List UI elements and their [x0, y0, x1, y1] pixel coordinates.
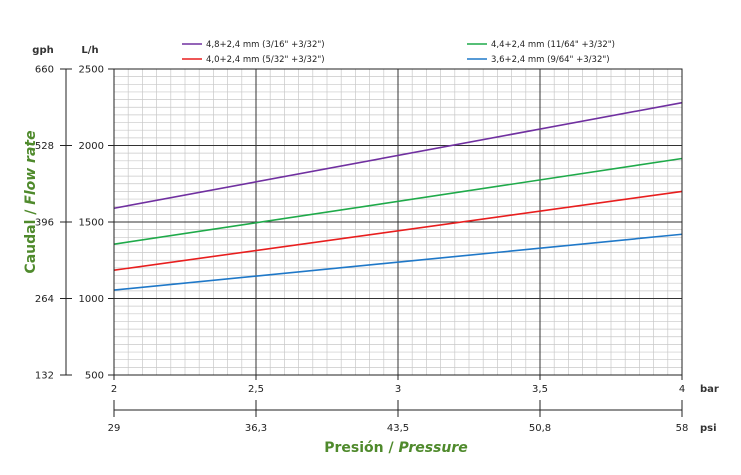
y-tick-label: 2500: [79, 65, 104, 76]
x-axis-title-part2: Pressure: [398, 440, 467, 456]
y-secondary-unit-label: gph: [32, 45, 53, 56]
x-secondary-unit-label: psi: [700, 423, 717, 434]
series-line-3: [113, 190, 683, 271]
y-axis-title-part2: Flow rate: [23, 130, 39, 204]
y-tick-label: 500: [85, 371, 104, 382]
x-secondary-tick-label: 36,3: [245, 423, 267, 434]
legend-label-1: 4,8+2,4 mm (3/16" +3/32"): [206, 40, 325, 50]
y-secondary-tick-label: 660: [35, 65, 54, 76]
x-secondary-tick-label: 50,8: [529, 423, 551, 434]
y-tick-label: 1000: [79, 294, 104, 305]
y-axis-title: Caudal / Flow rate: [23, 130, 39, 273]
x-tick-label: 3,5: [532, 384, 548, 395]
x-secondary-tick-label: 58: [676, 423, 689, 434]
x-secondary-tick-label: 29: [108, 423, 121, 434]
major-grid: [114, 69, 682, 375]
legend-label-4: 3,6+2,4 mm (9/64" +3/32"): [491, 55, 610, 65]
series-line-2: [113, 157, 683, 245]
series-line-4: [113, 233, 683, 291]
x-tick-label: 3: [395, 384, 401, 395]
x-unit-label: bar: [700, 384, 719, 395]
series-lines: [113, 101, 683, 291]
axes: 500 1000 1500 2000 2500 132 264 396 528 660 2 2,5 3 3…: [35, 65, 688, 435]
y-secondary-tick-label: 132: [35, 371, 54, 382]
y-unit-label: L/h: [81, 45, 98, 56]
y-secondary-tick-label: 528: [35, 141, 54, 152]
y-tick-label: 2000: [79, 141, 104, 152]
y-secondary-tick-label: 264: [35, 294, 54, 305]
x-tick-label: 4: [679, 384, 685, 395]
legend-label-3: 4,0+2,4 mm (5/32" +3/32"): [206, 55, 325, 65]
x-axis-title: Presión / Pressure: [324, 440, 468, 456]
legend: 4,8+2,4 mm (3/16" +3/32") 4,4+2,4 mm (11/…: [182, 40, 615, 65]
y-secondary-tick-label: 396: [35, 218, 54, 229]
x-axis-title-part1: Presión /: [324, 440, 398, 456]
x-secondary-tick-label: 43,5: [387, 423, 409, 434]
x-tick-label: 2,5: [248, 384, 264, 395]
x-tick-label: 2: [111, 384, 117, 395]
y-axis-title-part1: Caudal /: [23, 205, 39, 274]
series-line-1: [113, 101, 683, 210]
y-tick-label: 1500: [79, 218, 104, 229]
legend-label-2: 4,4+2,4 mm (11/64" +3/32"): [491, 40, 615, 50]
